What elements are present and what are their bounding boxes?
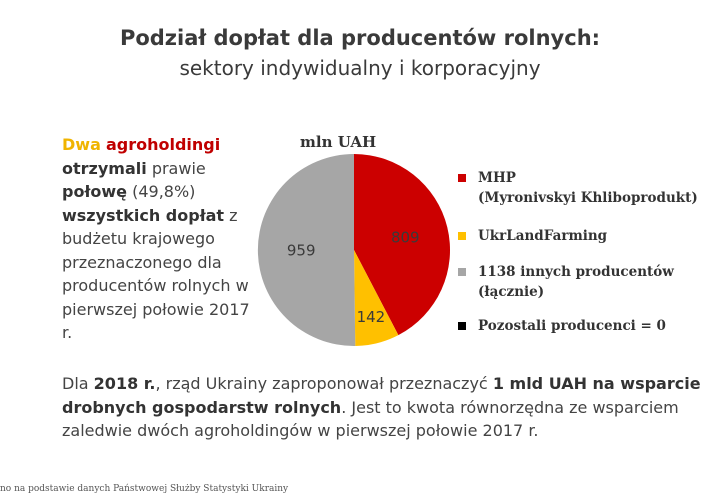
pie-data-label-0: 809 — [391, 228, 420, 246]
legend-label-0-1: (Myronivskyi Khliboprodukt) — [478, 190, 698, 206]
text-wszystkich-doplat: wszystkich dopłat — [62, 205, 225, 225]
pie-data-label-1: 142 — [357, 308, 386, 326]
pie-slice-0 — [354, 154, 451, 336]
legend-label-0-0: MHP — [478, 170, 516, 186]
chart-subtitle: sektory indywidualny i korporacyjny — [179, 56, 541, 80]
source-note: no na podstawie danych Państwowej Służby… — [0, 484, 289, 494]
legend-swatch-1 — [458, 232, 466, 240]
text-dwa: Dwa — [62, 135, 101, 154]
pie-chart: 809 142 959 — [257, 153, 451, 346]
legend-item-2: 1138 innych producentów (łącznie) — [458, 262, 718, 302]
legend-label-3-0: Pozostali producenci = 0 — [478, 318, 666, 334]
legend-swatch-2 — [458, 268, 466, 276]
chart-legend: MHP (Myronivskyi Khliboprodukt) UkrLandFar… — [458, 168, 718, 336]
legend-label-2-1: (łącznie) — [478, 284, 545, 300]
text-2018: 2018 r. — [93, 374, 156, 393]
legend-item-3: Pozostali producenci = 0 — [458, 316, 718, 336]
text-kwota: . Jest to kwota równorzędna ze wsparciem… — [62, 397, 679, 441]
text-dla: Dla — [62, 374, 89, 393]
pie-slice-1 — [354, 250, 399, 346]
legend-swatch-0 — [458, 174, 466, 182]
text-percent: (49,8%) — [132, 182, 196, 201]
chart-title: Podział dopłat dla producentów rolnych: — [119, 26, 601, 50]
bottom-paragraph: Dla 2018 r., rząd Ukrainy zaproponował p… — [62, 372, 712, 443]
legend-swatch-3 — [458, 322, 466, 330]
text-agroholdingi: agroholdingi — [105, 135, 221, 154]
text-prawie: prawie — [151, 158, 206, 178]
legend-label-1-0: UkrLandFarming — [478, 228, 608, 244]
legend-item-0: MHP (Myronivskyi Khliboprodukt) — [458, 168, 718, 208]
legend-item-1: UkrLandFarming — [458, 226, 718, 246]
legend-label-2-0: 1138 innych producentów — [478, 264, 674, 280]
pie-slice-2 — [257, 153, 356, 346]
text-polowe: połowę — [62, 182, 128, 201]
text-rzad: , rząd Ukrainy zaproponował przeznaczyć — [155, 374, 488, 393]
left-paragraph: Dwa agroholdingi otrzymali prawie połowę… — [62, 133, 262, 345]
text-1mld: 1 mld UAH na wsparcie drobnych gospodars… — [62, 374, 701, 417]
chart-unit-label: mln UAH — [300, 133, 377, 151]
pie-data-label-2: 959 — [287, 241, 316, 259]
text-otrzymali: otrzymali — [62, 158, 147, 178]
text-rest: z budżetu krajowego przeznaczonego dla p… — [62, 205, 250, 343]
